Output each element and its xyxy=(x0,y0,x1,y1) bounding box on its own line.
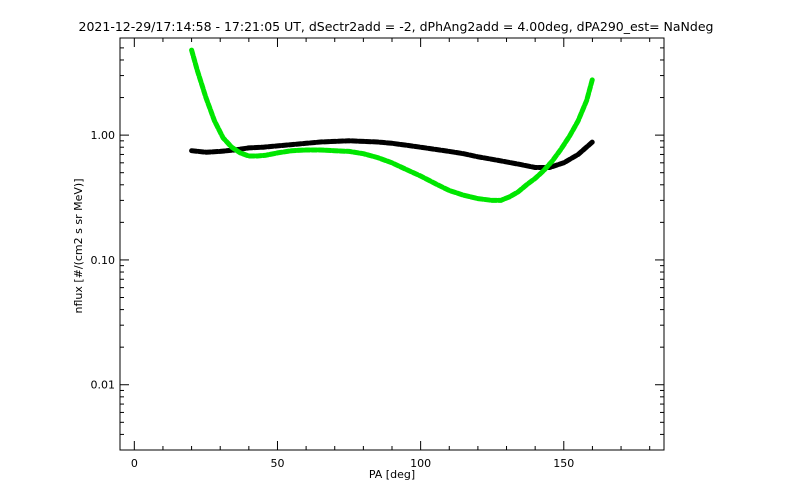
plot-frame xyxy=(119,37,665,451)
data-point xyxy=(560,148,562,150)
data-point xyxy=(262,146,264,148)
data-point xyxy=(448,150,450,152)
y-axis-label: nflux [#/(cm2 s sr MeV)] xyxy=(72,179,85,314)
series-2-line xyxy=(189,47,595,203)
data-point xyxy=(214,120,215,122)
series-layer xyxy=(189,47,595,203)
data-point xyxy=(591,141,593,143)
data-point xyxy=(248,155,250,157)
data-point xyxy=(448,190,450,191)
y-tick-label: 0.01 xyxy=(91,379,116,392)
tick-labels: 0 50 100 150 0.01 0.10 1.00 xyxy=(91,129,575,470)
data-point xyxy=(563,162,565,164)
data-point xyxy=(534,177,536,179)
data-point xyxy=(219,150,221,152)
data-point xyxy=(348,140,350,142)
data-point xyxy=(362,140,364,142)
data-point xyxy=(277,145,278,147)
data-point xyxy=(391,162,393,164)
data-point xyxy=(191,150,193,152)
data-point xyxy=(265,154,267,156)
x-tick-label: 0 xyxy=(131,457,138,470)
data-point xyxy=(500,199,502,201)
data-point xyxy=(520,164,522,166)
data-point xyxy=(291,144,293,146)
data-point xyxy=(434,148,436,150)
data-point xyxy=(477,156,479,158)
data-point xyxy=(277,152,278,154)
x-axis-label: PA [deg] xyxy=(369,468,415,481)
data-point xyxy=(305,149,307,151)
data-point xyxy=(222,137,224,139)
data-point xyxy=(291,150,293,152)
data-point xyxy=(534,167,536,168)
data-point xyxy=(405,169,407,170)
data-point xyxy=(420,175,422,177)
data-point xyxy=(256,155,258,157)
series-1 xyxy=(189,138,595,170)
data-point xyxy=(334,140,336,142)
data-point xyxy=(377,157,379,159)
data-point xyxy=(205,151,207,153)
data-point xyxy=(569,135,570,137)
data-point xyxy=(543,170,545,172)
data-point xyxy=(586,99,588,101)
data-point xyxy=(231,146,233,148)
data-point xyxy=(577,154,579,155)
axis-ticks xyxy=(120,37,664,451)
x-tick-label: 150 xyxy=(553,457,574,470)
data-point xyxy=(248,147,250,149)
data-point xyxy=(362,153,364,155)
data-point xyxy=(391,142,393,144)
data-point xyxy=(491,199,493,201)
data-point xyxy=(463,194,465,196)
series-2 xyxy=(189,47,595,203)
data-point xyxy=(508,196,510,198)
y-tick-label: 0.10 xyxy=(91,254,116,267)
data-point xyxy=(319,149,321,151)
data-point xyxy=(506,161,507,163)
data-point xyxy=(526,184,528,186)
data-point xyxy=(377,141,379,143)
data-point xyxy=(319,141,321,143)
data-point xyxy=(477,198,479,200)
data-point xyxy=(577,120,579,122)
data-point xyxy=(305,142,307,144)
chart-title: 2021-12-29/17:14:58 - 17:21:05 UT, dSect… xyxy=(79,19,714,34)
data-point xyxy=(239,152,241,154)
data-point xyxy=(551,160,553,162)
y-tick-label: 1.00 xyxy=(91,129,116,142)
x-tick-label: 100 xyxy=(410,457,431,470)
data-point xyxy=(591,78,593,80)
data-point xyxy=(191,49,193,51)
data-point xyxy=(491,158,493,160)
data-point xyxy=(334,150,336,152)
data-point xyxy=(205,97,207,98)
data-point xyxy=(196,69,198,71)
data-point xyxy=(517,191,519,193)
x-tick-label: 50 xyxy=(270,457,284,470)
data-point xyxy=(405,144,407,146)
data-point xyxy=(434,182,436,184)
data-point xyxy=(348,150,350,152)
data-point xyxy=(420,146,422,148)
data-point xyxy=(463,153,465,155)
